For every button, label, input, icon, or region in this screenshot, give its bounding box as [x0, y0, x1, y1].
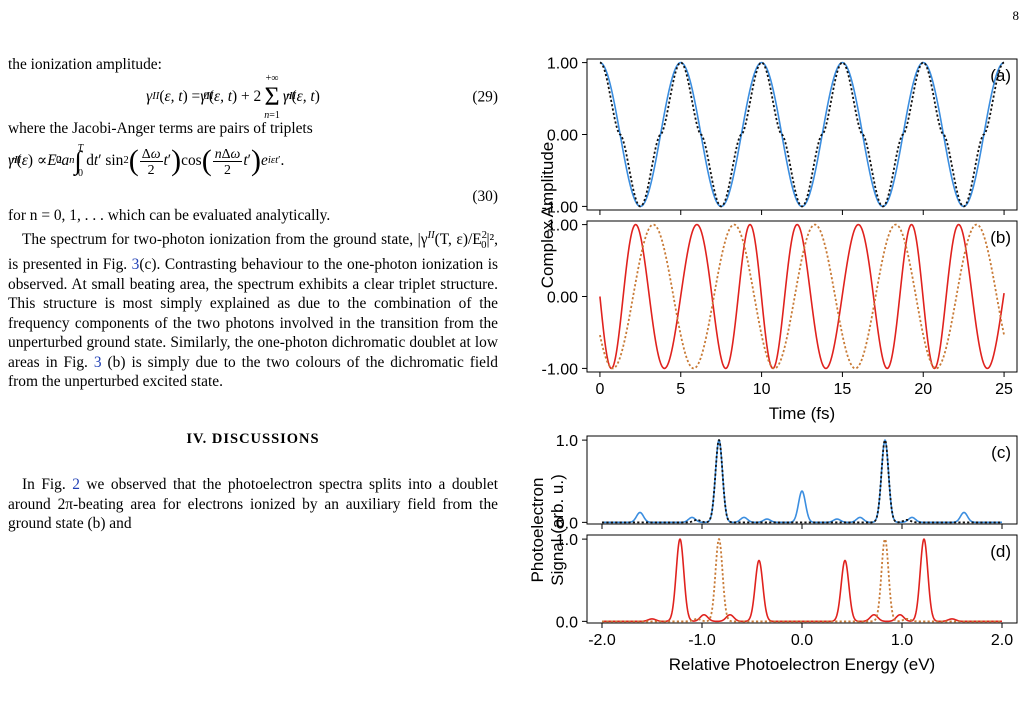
paragraph-spectrum-part: |², is presented in Fig. — [8, 230, 498, 274]
paragraph-spectrum-part: The spectrum for two-photon ionization f… — [22, 230, 428, 248]
figure-2-link[interactable]: 2 — [72, 476, 80, 494]
x-tick-label: 20 — [914, 381, 932, 398]
y-tick-label: 0.0 — [556, 614, 578, 631]
y-tick-label: 1.0 — [556, 532, 578, 549]
x-axis-label-energy: Relative Photoelectron Energy (eV) — [669, 655, 935, 674]
x-tick-label: 25 — [995, 381, 1013, 398]
y-axis-label-amplitude: Complex Amplitude — [538, 142, 557, 288]
series-b-solid — [599, 223, 1005, 370]
panel-label: (d) — [990, 542, 1011, 561]
figure-3b-link[interactable]: 3 — [93, 353, 102, 371]
paragraph-discussion: In Fig. 2 we observed that the photoelec… — [8, 475, 498, 534]
x-tick-label: 1.0 — [891, 632, 913, 649]
equation-30-number: (30) — [472, 187, 498, 205]
x-tick-label: 15 — [834, 381, 852, 398]
page-number: 8 — [1012, 8, 1020, 23]
figure-3: 1.00 0.00 -1.00 (a) 1.00 0.00 -1.00 0 5 10 15 20 25 (… — [525, 40, 1025, 710]
paragraph-discussion-part: In Fig. — [22, 476, 73, 494]
x-tick-label: -1.0 — [688, 632, 716, 649]
paragraph-spectrum-part: (b) is simply due to the two colours of … — [8, 353, 498, 391]
paragraph-spectrum: The spectrum for two-photon ionization f… — [8, 228, 498, 391]
series-c-solid — [602, 439, 1002, 524]
panel-label: (b) — [990, 228, 1011, 247]
jacobi-text: where the Jacobi-Anger terms are pairs o… — [8, 119, 313, 137]
series-a-dotted — [599, 61, 1005, 208]
series-b-dotted — [599, 223, 1005, 370]
series-d-dotted — [602, 538, 1002, 623]
panel-frame — [586, 435, 1018, 525]
for-n-text: for n = 0, 1, . . . which can be evaluat… — [8, 207, 331, 224]
x-tick-label: 5 — [676, 381, 685, 398]
y-tick-label: -1.00 — [542, 199, 579, 216]
x-tick-label: 2.0 — [991, 632, 1013, 649]
intro-text: the ionization amplitude: — [8, 56, 162, 73]
panel-frame — [586, 534, 1018, 624]
x-axis-label-time: Time (fs) — [769, 404, 835, 423]
figure-3c-link[interactable]: 3 — [131, 256, 140, 274]
series-a-solid — [599, 61, 1005, 208]
y-tick-label: 1.0 — [556, 433, 578, 450]
paragraph-spectrum-part: (T, ε)/E — [434, 230, 482, 248]
panel-label: (a) — [990, 66, 1011, 85]
section-heading: IV. DISCUSSIONS — [186, 430, 320, 447]
y-tick-label: 0.0 — [556, 515, 578, 532]
y-tick-label: 0.00 — [547, 290, 578, 307]
y-axis-label-signal-line2: Signal (arb. u.) — [548, 474, 567, 586]
panel-frame — [586, 58, 1018, 211]
x-tick-label: 10 — [753, 381, 771, 398]
y-tick-label: 1.00 — [547, 218, 578, 235]
y-axis-label-signal-line1: Photoelectron — [528, 478, 547, 583]
y-tick-label: 0.00 — [547, 128, 578, 145]
paragraph-spectrum-part: (c). Contrasting behaviour to the one-ph… — [8, 256, 498, 371]
series-d-solid — [602, 538, 1002, 623]
y-tick-label: -1.00 — [542, 361, 579, 378]
equation-29-number: (29) — [472, 87, 498, 105]
paragraph-discussion-part: we observed that the photoelectron spect… — [8, 476, 498, 533]
x-tick-label: 0 — [595, 381, 604, 398]
x-tick-label: -2.0 — [588, 632, 616, 649]
panel-label: (c) — [991, 443, 1011, 462]
figure-svg: 1.00 0.00 -1.00 (a) 1.00 0.00 -1.00 0 5 10 15 20 25 (… — [528, 56, 1018, 674]
x-tick-label: 0.0 — [791, 632, 813, 649]
y-tick-label: 1.00 — [547, 56, 578, 73]
series-c-dotted — [602, 439, 1002, 524]
